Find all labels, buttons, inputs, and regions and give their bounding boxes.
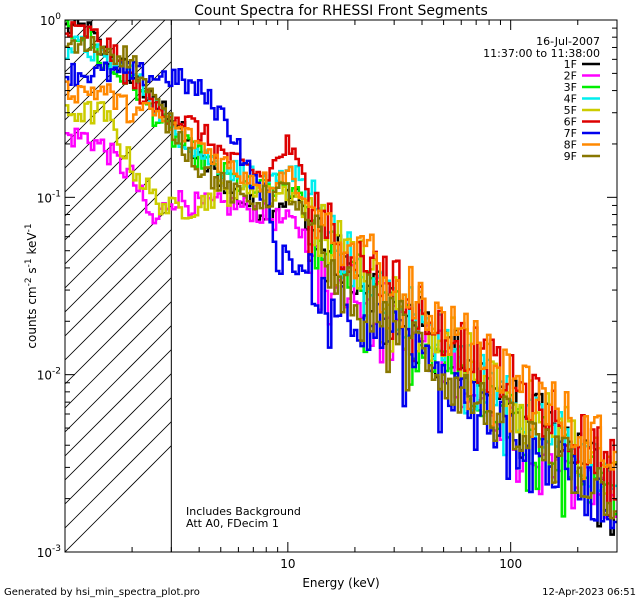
hatch-line — [65, 20, 118, 73]
x-tick-label: 10 — [280, 557, 295, 571]
date-label: 16-Jul-2007 — [536, 35, 600, 48]
generated-date-label: 12-Apr-2023 06:51 — [542, 587, 636, 598]
series-line-2f — [65, 127, 617, 519]
hatch-line — [65, 181, 172, 289]
legend-label-8f: 8F — [564, 139, 577, 152]
series-line-5f — [65, 100, 617, 495]
x-axis-label: Energy (keV) — [302, 576, 379, 590]
generated-by-label: Generated by hsi_min_spectra_plot.pro — [4, 587, 200, 598]
hatch-line — [65, 157, 172, 265]
series-line-9f — [65, 36, 617, 520]
y-axis-label-unit: keV — [25, 232, 39, 259]
hatched-region — [65, 20, 172, 552]
axes-layer: 10 100 100 10-1 10-2 10-3 — [37, 12, 618, 571]
hatch-line — [65, 349, 172, 457]
legend-label-4f: 4F — [564, 93, 577, 106]
hatch-line — [65, 229, 172, 337]
hatch-line — [65, 133, 172, 241]
hatch-line — [65, 421, 172, 529]
hatch-line — [65, 37, 172, 145]
legend-label-9f: 9F — [564, 150, 577, 163]
y-axis-label: counts cm-2 s-1 keV-1 — [24, 223, 39, 348]
y-axis-label-exp3: -1 — [24, 223, 34, 232]
legend-label-3f: 3F — [564, 81, 577, 94]
x-tick-label: 100 — [499, 557, 522, 571]
time-range-label: 11:37:00 to 11:38:00 — [483, 47, 600, 60]
y-axis-label-mid: s — [25, 267, 39, 277]
legend-label-2f: 2F — [564, 70, 577, 83]
hatch-line — [65, 109, 172, 217]
y-tick-label: 10-3 — [37, 544, 61, 560]
hatch-line — [65, 20, 142, 97]
series-layer — [65, 20, 617, 536]
chart-title: Count Spectra for RHESSI Front Segments — [194, 3, 488, 19]
hatch-line — [65, 445, 172, 552]
legend-label-5f: 5F — [564, 104, 577, 117]
y-tick-label: 10-1 — [37, 189, 61, 205]
hatch-line — [65, 301, 172, 409]
legend-label-1f: 1F — [564, 58, 577, 71]
series-line-8f — [65, 80, 617, 481]
legend-label-6f: 6F — [564, 116, 577, 129]
plot-frame — [64, 19, 618, 553]
hatch-line — [65, 325, 172, 433]
annotation-background: Includes Background — [186, 505, 301, 518]
hatch-line — [65, 20, 94, 49]
legend-label-7f: 7F — [564, 127, 577, 140]
y-tick-label: 100 — [40, 12, 61, 28]
hatch-line — [65, 397, 172, 505]
annotation-attenuator: Att A0, FDecim 1 — [186, 517, 279, 530]
hatch-line — [65, 277, 172, 385]
hatch-line — [65, 373, 172, 481]
series-line-6f — [65, 21, 617, 518]
y-axis-label-exp1: -2 — [24, 277, 34, 286]
hatch-line — [65, 253, 172, 361]
y-tick-label: 10-2 — [37, 367, 61, 383]
y-axis-label-exp2: -1 — [24, 258, 34, 267]
y-axis-label-main: counts cm — [25, 286, 39, 348]
